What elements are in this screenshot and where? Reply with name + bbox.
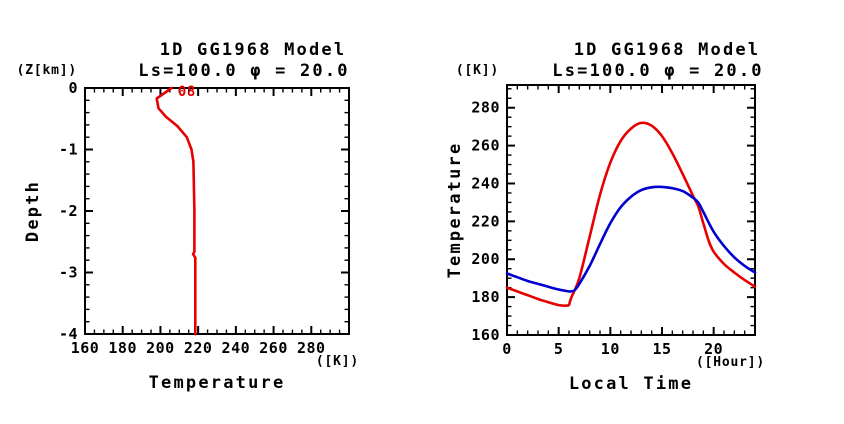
y-tick-label: 200 <box>471 250 500 268</box>
chart-subtitle: Ls=100.0 φ = 20.0 <box>138 61 349 81</box>
y-axis-unit-label: (Z[km]) <box>17 63 77 78</box>
y-tick-label: 280 <box>471 99 500 117</box>
y-tick-label: -1 <box>59 141 78 159</box>
y-tick-label: -2 <box>59 202 78 220</box>
x-tick-label: 180 <box>108 339 137 357</box>
x-tick-label: 20 <box>704 340 723 358</box>
blue-curve-air-temperature <box>505 185 757 293</box>
soil-depth-profile-chart: 160 180 200 220 240 260 280 0 -1 -2 -3 -4 08 1D GG196… <box>17 40 359 393</box>
curve-hour-label: 08 <box>178 84 196 100</box>
x-tick-label: 5 <box>554 340 564 358</box>
chart-subtitle: Ls=100.0 φ = 20.0 <box>552 61 763 81</box>
x-axis-unit-label: ([K]) <box>316 354 359 369</box>
x-axis-title: Temperature <box>149 373 286 393</box>
x-tick-label: 280 <box>297 339 326 357</box>
x-tick-label: 260 <box>259 339 288 357</box>
y-tick-label: 180 <box>471 288 500 306</box>
y-tick-label: 220 <box>471 212 500 230</box>
chart-title: 1D GG1968 Model <box>160 40 347 60</box>
x-tick-label: 160 <box>71 339 100 357</box>
y-tick-label: -3 <box>59 264 78 282</box>
x-tick-label: 10 <box>601 340 620 358</box>
chart-title: 1D GG1968 Model <box>574 40 761 60</box>
y-axis-title: Temperature <box>445 142 465 279</box>
y-tick-label: 160 <box>471 326 500 344</box>
y-tick-label: 0 <box>68 79 78 97</box>
x-tick-label: 200 <box>146 339 175 357</box>
x-tick-label: 0 <box>502 340 512 358</box>
y-tick-label: 240 <box>471 174 500 192</box>
red-curve-surface-temperature <box>505 121 757 307</box>
x-axis-unit-label: ([Hour]) <box>696 355 765 370</box>
y-axis-title: Depth <box>23 180 43 242</box>
x-tick-label: 15 <box>652 340 671 358</box>
plot-frame <box>506 84 756 336</box>
diurnal-temperature-chart: 0 5 10 15 20 280 260 240 220 200 180 160 1D GG1968 M… <box>445 40 765 394</box>
temperature-profile-08h <box>155 86 197 336</box>
y-tick-label: 260 <box>471 137 500 155</box>
x-tick-label: 240 <box>222 339 251 357</box>
x-axis-title: Local Time <box>569 374 693 394</box>
x-tick-label: 220 <box>184 339 213 357</box>
plot-frame <box>84 87 350 335</box>
y-axis-unit-label: ([K]) <box>456 63 499 78</box>
y-tick-label: -4 <box>59 325 78 343</box>
